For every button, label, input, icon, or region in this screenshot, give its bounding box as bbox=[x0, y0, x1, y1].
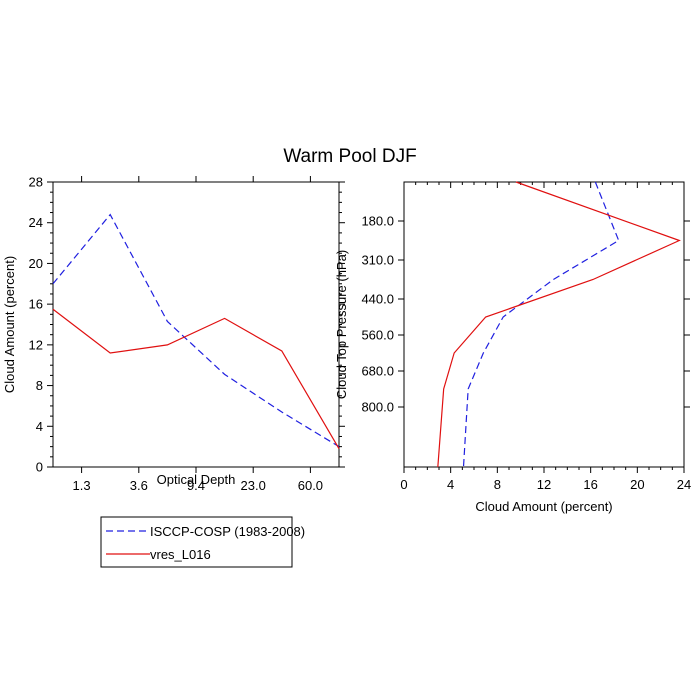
y-tick-label: 800.0 bbox=[361, 400, 394, 415]
x-tick-label: 0 bbox=[400, 477, 407, 492]
y-tick-label: 4 bbox=[36, 419, 43, 434]
plot-frame bbox=[403, 181, 685, 468]
optical-depth-panel: 0 4 8 12 16 20 24 28 1.3 3.6 9.4 23.0 60.0 Optical De… bbox=[2, 175, 345, 493]
y-tick-label: 680.0 bbox=[361, 364, 394, 379]
x-tick-label: 1.3 bbox=[73, 478, 91, 493]
x-tick-label: 12 bbox=[537, 477, 551, 492]
chart-title: Warm Pool DJF bbox=[283, 146, 416, 167]
y-tick-label: 20 bbox=[29, 256, 43, 271]
x-axis-title: Cloud Amount (percent) bbox=[475, 499, 612, 514]
legend-label-isccp: ISCCP-COSP (1983-2008) bbox=[150, 524, 305, 539]
y-tick-label: 0 bbox=[36, 460, 43, 475]
pressure-panel: 0 4 8 12 16 20 24 180.0 310.0 440.0 560.0 680.0 800.… bbox=[334, 181, 691, 514]
x-tick-label: 4 bbox=[447, 477, 454, 492]
x-tick-label: 8 bbox=[494, 477, 501, 492]
x-tick-label: 60.0 bbox=[298, 478, 323, 493]
y-axis-title: Cloud Amount (percent) bbox=[2, 256, 17, 393]
y-tick-label: 24 bbox=[29, 215, 43, 230]
y-tick-label: 16 bbox=[29, 297, 43, 312]
x-tick-label: 3.6 bbox=[130, 478, 148, 493]
y-tick-label: 560.0 bbox=[361, 328, 394, 343]
series-line-isccp bbox=[52, 213, 340, 448]
y-tick-label: 440.0 bbox=[361, 292, 394, 307]
legend: ISCCP-COSP (1983-2008) vres_L016 bbox=[100, 516, 305, 568]
legend-box bbox=[100, 516, 293, 568]
y-tick-label: 310.0 bbox=[361, 253, 394, 268]
x-tick-label: 20 bbox=[630, 477, 644, 492]
x-axis-title: Optical Depth bbox=[157, 472, 236, 487]
plot-frame bbox=[52, 181, 340, 468]
series-line-vres bbox=[437, 181, 681, 468]
y-tick-label: 8 bbox=[36, 378, 43, 393]
y-tick-label: 180.0 bbox=[361, 214, 394, 229]
x-tick-label: 24 bbox=[677, 477, 691, 492]
x-tick-label: 9.4 bbox=[187, 478, 205, 493]
series-line-vres bbox=[52, 308, 340, 449]
series-line-isccp bbox=[462, 181, 620, 468]
y-tick-label: 12 bbox=[29, 337, 43, 352]
y-axis-title: Cloud Top Pressure (hPa) bbox=[334, 250, 349, 399]
x-tick-label: 23.0 bbox=[241, 478, 266, 493]
y-tick-label: 28 bbox=[29, 175, 43, 190]
x-tick-label: 16 bbox=[583, 477, 597, 492]
legend-label-vres: vres_L016 bbox=[150, 547, 211, 562]
